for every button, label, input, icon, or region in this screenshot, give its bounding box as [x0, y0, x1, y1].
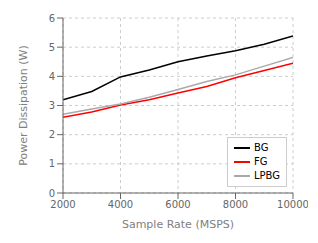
svg-text:4: 4 — [49, 71, 55, 82]
svg-text:2000: 2000 — [50, 199, 75, 210]
svg-text:5: 5 — [49, 42, 55, 53]
html-text:LPBG: LPBG — [254, 170, 280, 181]
svg-text:10000: 10000 — [277, 199, 308, 210]
svg-text:1: 1 — [49, 158, 55, 169]
svg-text:3: 3 — [49, 100, 55, 111]
svg-text:4000: 4000 — [108, 199, 133, 210]
svg-text:8000: 8000 — [223, 199, 248, 210]
svg-text:6: 6 — [49, 13, 55, 24]
svg-text:2: 2 — [49, 129, 55, 140]
svg-text:Power Dissipation (W): Power Dissipation (W) — [17, 45, 30, 166]
html-text:FG: FG — [254, 156, 268, 167]
svg-text:6000: 6000 — [165, 199, 190, 210]
svg-text:0: 0 — [49, 188, 55, 199]
html-text:BG: BG — [254, 142, 269, 153]
svg-text:Sample Rate (MSPS): Sample Rate (MSPS) — [122, 218, 234, 231]
